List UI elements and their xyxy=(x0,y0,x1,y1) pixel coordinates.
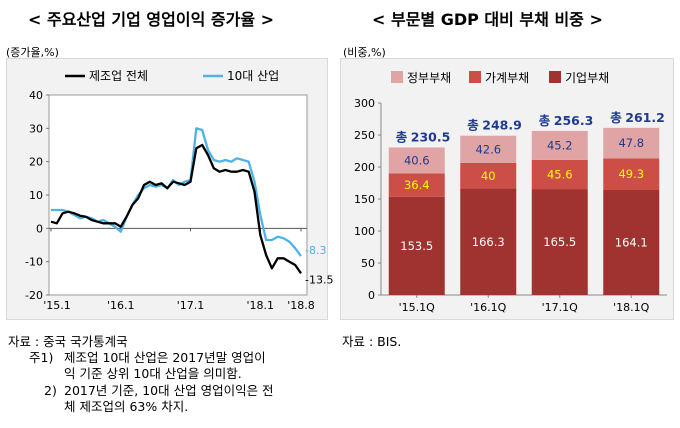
bar-segment xyxy=(603,127,660,159)
bar-segment-label: 40.6 xyxy=(404,153,430,167)
bar-segment xyxy=(388,147,445,174)
total-prefix: 총 xyxy=(467,118,479,133)
bar-segment-label: 36.4 xyxy=(404,178,430,192)
legend-swatch xyxy=(549,71,561,83)
y-tick-label: 20 xyxy=(29,156,43,169)
right-source-note: 자료 : BIS. xyxy=(342,334,402,349)
left-note-1-prefix: 주1) xyxy=(29,350,54,365)
bar-segment xyxy=(460,188,517,295)
total-prefix: 총 xyxy=(539,113,551,128)
y-tick-label: 200 xyxy=(354,161,375,174)
bar-segment xyxy=(460,162,517,189)
y-tick-label: 300 xyxy=(354,97,375,110)
manufacturing-series-line xyxy=(50,143,302,274)
legend-label: 기업부채 xyxy=(565,71,609,85)
bar-segment-label: 153.5 xyxy=(400,239,433,253)
y-tick-label: -20 xyxy=(25,289,43,302)
y-tick-label: 150 xyxy=(354,193,375,206)
right-chart-title: < 부문별 GDP 대비 부채 비중 > xyxy=(372,10,603,29)
left-note-2-line-2: 체 제조업의 63% 차지. xyxy=(64,399,189,414)
bar-segment-label: 166.3 xyxy=(472,235,505,249)
legend-label-manufacturing: 제조업 전체 xyxy=(89,69,148,83)
y-tick-label: 0 xyxy=(36,222,43,235)
legend-swatch xyxy=(391,71,403,83)
bar-segment xyxy=(460,135,517,163)
bar-segment xyxy=(388,196,445,295)
legend-swatch xyxy=(469,71,481,83)
bar-segment-label: 40 xyxy=(481,169,496,183)
manufacturing-end-label: -13.5 xyxy=(305,273,333,286)
total-prefix: 총 xyxy=(610,110,622,125)
bar-segment-label: 49.3 xyxy=(618,167,644,181)
x-tick-label: '18.1Q xyxy=(613,301,650,314)
y-tick-label: 30 xyxy=(29,122,43,135)
left-note-1-line-2: 익 기준 상위 10대 산업을 의미함. xyxy=(64,366,242,381)
bar-segment-label: 42.6 xyxy=(475,142,501,156)
x-tick-label: '18.8 xyxy=(287,299,315,312)
bar-segment-label: 164.1 xyxy=(615,235,648,249)
x-tick-label: '16.1 xyxy=(107,299,135,312)
x-tick-label: '15.1 xyxy=(43,299,71,312)
bar-segment xyxy=(388,173,445,197)
top10-end-label: -8.3 xyxy=(305,244,326,257)
left-note-2-line-1: 2017년 기준, 10대 산업 영업이익은 전 xyxy=(64,383,274,398)
legend-label: 정부부채 xyxy=(407,71,451,85)
total-value-label: 256.3 xyxy=(554,113,594,128)
bar-segment-label: 45.6 xyxy=(547,167,573,181)
y-tick-label: 40 xyxy=(29,89,43,102)
left-source-note: 자료 : 중국 국가통계국 xyxy=(8,334,128,349)
total-value-label: 248.9 xyxy=(482,118,522,133)
y-tick-label: 50 xyxy=(361,257,375,270)
x-tick-label: '17.1Q xyxy=(542,301,579,314)
y-tick-label: 0 xyxy=(368,289,375,302)
left-note-2-prefix: 2) xyxy=(44,383,57,398)
y-tick-label: 250 xyxy=(354,129,375,142)
total-value-label: 230.5 xyxy=(411,129,451,144)
total-prefix: 총 xyxy=(396,129,408,144)
bar-segment-label: 165.5 xyxy=(543,235,576,249)
left-chart-title: < 주요산업 기업 영업이익 증가율 > xyxy=(28,10,275,29)
left-note-1-line-1: 제조업 10대 산업은 2017년말 영업이 xyxy=(64,350,266,365)
left-chart-panel: -20 -10 0 10 20 30 40 '15.1 '16.1 '17.1 '18.1 '18.8… xyxy=(6,58,333,320)
bar-segment xyxy=(531,130,588,160)
plot-area xyxy=(48,94,308,296)
x-tick-label: '17.1 xyxy=(177,299,205,312)
line-chart: -20 -10 0 10 20 30 40 '15.1 '16.1 '17.1 '18.1 '18.8… xyxy=(25,69,333,312)
right-chart-panel: 0 50 100 150 200 250 300 153.5 36.4 40.6 총 230.5'15… xyxy=(340,58,674,320)
bar-segment-label: 45.2 xyxy=(547,138,573,152)
legend-label-top10: 10대 산업 xyxy=(227,69,279,83)
bar-segment xyxy=(603,189,660,295)
y-tick-label: -10 xyxy=(25,256,43,269)
right-chart-unit: (비중,%) xyxy=(343,46,386,59)
x-tick-label: '16.1Q xyxy=(470,301,507,314)
bar-segment xyxy=(531,159,588,190)
legend-label: 가계부채 xyxy=(485,71,529,85)
y-tick-label: 100 xyxy=(354,225,375,238)
x-tick-label: '18.1 xyxy=(247,299,275,312)
left-chart-unit: (증가율,%) xyxy=(6,46,59,59)
x-tick-label: '15.1Q xyxy=(399,301,436,314)
bar-segment-label: 47.8 xyxy=(618,136,644,150)
bar-segment xyxy=(531,189,588,295)
bar-segment xyxy=(603,158,660,190)
total-value-label: 261.2 xyxy=(625,110,665,125)
y-tick-label: 10 xyxy=(29,189,43,202)
